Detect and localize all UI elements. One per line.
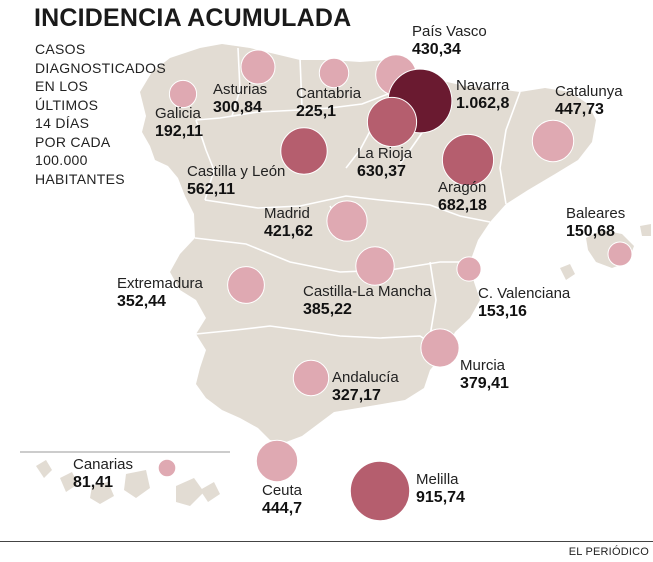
label-catalunya: Catalunya 447,73	[555, 83, 623, 118]
canarias-shape-6	[200, 482, 220, 502]
bubble-ceuta	[255, 439, 299, 483]
label-asturias: Asturias 300,84	[213, 81, 268, 116]
region-borders	[194, 47, 521, 353]
label-aragon: Aragón 682,18	[438, 179, 487, 214]
source-credit: EL PERIÓDICO	[568, 546, 649, 558]
menorca-shape	[640, 224, 651, 236]
label-castilla-la-mancha: Castilla-La Mancha 385,22	[303, 283, 432, 318]
label-andalucia: Andalucía 327,17	[332, 369, 399, 404]
label-c-valenciana: C. Valenciana 153,16	[478, 285, 571, 320]
map-title: INCIDENCIA ACUMULADA	[34, 4, 352, 32]
bubble-murcia	[420, 328, 460, 368]
label-cantabria: Cantabria 225,1	[296, 85, 362, 120]
bubble-baleares	[607, 241, 633, 267]
ibiza-shape	[560, 264, 575, 280]
canarias-shape-5	[176, 478, 204, 506]
subtitle-line: POR CADA	[35, 133, 111, 150]
canarias-shape-3	[90, 482, 114, 504]
subtitle-line: DIAGNOSTICADOS	[35, 59, 166, 76]
label-melilla: Melilla 915,74	[416, 471, 465, 506]
bubble-melilla	[349, 460, 411, 522]
canarias-shape-4	[124, 470, 150, 498]
subtitle-line: EN LOS	[35, 78, 89, 94]
canarias-shape-2	[60, 472, 78, 492]
bubble-asturias	[240, 49, 276, 85]
label-la-rioja: La Rioja 630,37	[357, 145, 413, 180]
bubble-castilla-y-león	[280, 127, 328, 175]
bubble-cantabria	[318, 57, 350, 89]
subtitle-line: ÚLTIMOS	[35, 96, 99, 113]
label-castilla-y-leon: Castilla y León 562,11	[187, 163, 286, 198]
label-madrid: Madrid 421,62	[264, 205, 313, 240]
label-baleares: Baleares 150,68	[566, 205, 626, 240]
footer-rule	[0, 541, 653, 542]
label-pais-vasco: País Vasco 430,34	[412, 23, 487, 58]
bubble-galicia	[168, 79, 198, 109]
subtitle-line: 14 DÍAS	[35, 115, 90, 131]
bubble-catalunya	[531, 119, 575, 163]
bubble-aragón	[441, 133, 495, 187]
subtitle-line: 100.000	[35, 152, 88, 168]
label-navarra: Navarra 1.062,8	[456, 77, 510, 112]
bubble-c-valenciana	[456, 256, 482, 282]
incidence-bubbles	[157, 49, 633, 522]
label-ceuta: Ceuta 444,7	[262, 482, 303, 517]
label-canarias: Canarias 81,41	[73, 456, 134, 491]
canarias-shape-1	[36, 460, 52, 478]
bubble-canarias	[157, 458, 177, 478]
label-extremadura: Extremadura 352,44	[117, 275, 203, 310]
label-galicia: Galicia 192,11	[155, 105, 204, 140]
bubble-la-rioja	[366, 96, 418, 148]
bubble-madrid	[326, 200, 368, 242]
map-subtitle: CASOS DIAGNOSTICADOS EN LOS ÚLTIMOS 14 D…	[35, 40, 166, 188]
subtitle-line: HABITANTES	[35, 170, 125, 187]
subtitle-line: CASOS	[35, 41, 86, 57]
bubble-extremadura	[227, 266, 265, 304]
bubble-andalucía	[292, 359, 330, 397]
bubble-castilla-la-mancha	[355, 246, 395, 286]
label-murcia: Murcia 379,41	[460, 357, 509, 392]
